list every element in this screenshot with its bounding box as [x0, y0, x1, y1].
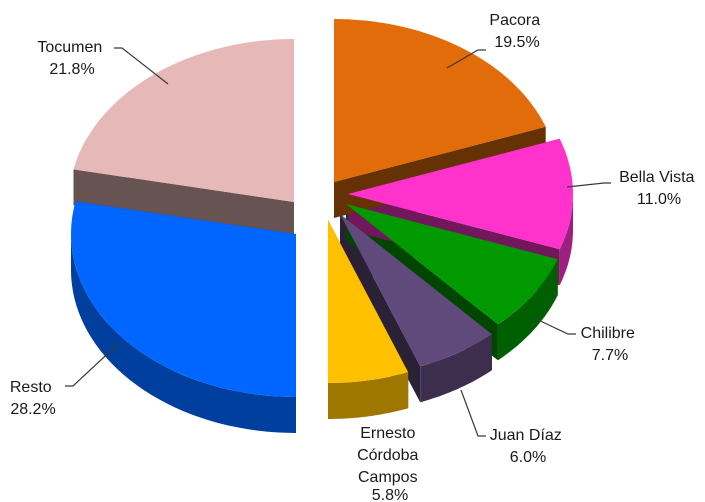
leader-line-juan-diaz [460, 389, 486, 437]
slice-label-pacora: Pacora 19.5% [489, 12, 544, 51]
slice-label-tocumen: Tocumen 21.8% [37, 39, 106, 78]
slice-name-bella-vista: Bella Vista [619, 169, 694, 186]
slice-percent-chilibre: 7.7% [592, 347, 628, 364]
slice-name-tocumen: Tocumen [37, 39, 102, 56]
slice-labels: Pacora 19.5% Bella Vista 11.0% Chilibre … [10, 12, 699, 502]
pie-top-faces [71, 19, 573, 397]
slice-name-line-2-cordoba: Córdoba [357, 447, 418, 464]
slice-percent-bella-vista: 11.0% [637, 191, 681, 208]
slice-percent-tocumen: 21.8% [49, 61, 94, 78]
pie-slice-pacora [334, 19, 546, 182]
slice-percent-pacora: 19.5% [494, 34, 539, 51]
slice-percent-resto: 28.2% [10, 401, 55, 418]
slice-label-chilibre: Chilibre 7.7% [581, 325, 640, 364]
pie-slice-ernesto-córdoba-campos [328, 220, 409, 383]
slice-name-line-3-campos: Campos [358, 469, 418, 486]
leader-line-pacora [446, 49, 486, 69]
pie-slice-bella-vista [348, 138, 573, 250]
slice-label-ernesto-cordoba-campos: Ernesto Córdoba Campos 5.8% [357, 425, 423, 502]
pie-side-resto [71, 234, 296, 433]
pie-side-juan-díaz [420, 334, 492, 403]
pie-side-chilibre [497, 259, 558, 361]
leader-line-bella-vista [566, 182, 611, 188]
slice-name-juan-diaz: Juan Díaz [490, 427, 562, 444]
pie-edge-0-tocumen [73, 169, 294, 238]
pie-side-bella-vista [559, 194, 573, 286]
slice-label-resto: Resto 28.2% [10, 379, 56, 418]
slice-name-chilibre: Chilibre [581, 325, 635, 342]
slice-percent-juan-diaz: 6.0% [510, 449, 546, 466]
slice-name-pacora: Pacora [489, 12, 540, 29]
pie-slice-tocumen [73, 39, 294, 202]
leader-line-chilibre [533, 317, 576, 335]
slice-label-juan-diaz: Juan Díaz 6.0% [490, 427, 567, 466]
slice-label-bella-vista: Bella Vista 11.0% [619, 169, 699, 208]
pie-side-ernesto-córdoba-campos [328, 372, 409, 419]
slice-name-line-1-ernesto: Ernesto [360, 425, 415, 442]
leader-line-resto [65, 343, 119, 387]
slice-percent-ernesto-cordoba-campos: 5.8% [372, 487, 408, 502]
leader-line-tocumen [114, 47, 169, 85]
pie-slice-juan-díaz [340, 214, 492, 367]
slice-name-resto: Resto [10, 379, 52, 396]
pie-slice-chilibre [346, 204, 558, 325]
pie-slice-resto [71, 201, 296, 397]
